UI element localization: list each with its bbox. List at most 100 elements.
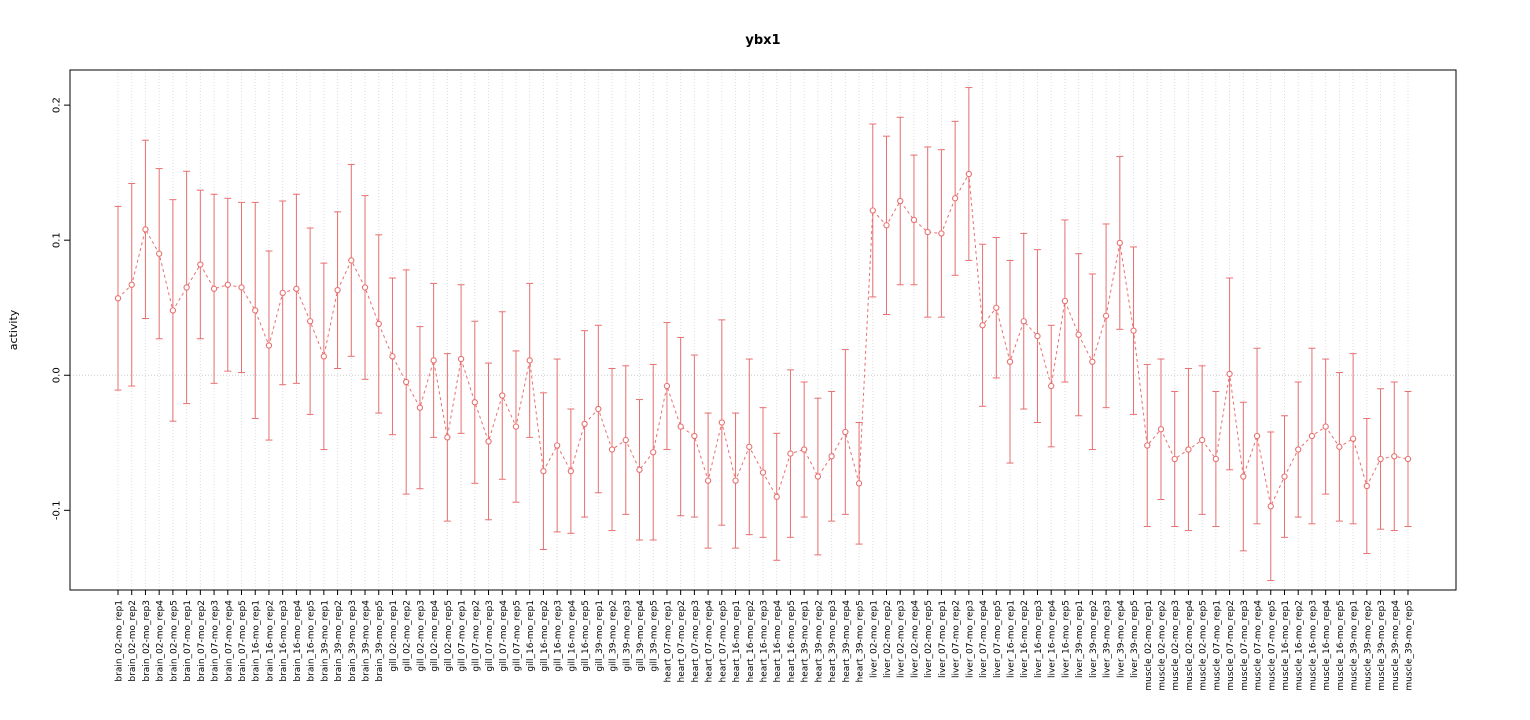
x-tick-label: muscle_02-mo_rep4 <box>1185 600 1195 691</box>
data-point <box>361 284 369 291</box>
data-point <box>553 442 561 449</box>
x-tick-label: gill_02-mo_rep1 <box>389 600 399 672</box>
x-tick-label: muscle_02-mo_rep2 <box>1157 600 1167 691</box>
x-tick-label: gill_02-mo_rep3 <box>416 600 426 672</box>
x-tick-label: liver_07-mo_rep5 <box>993 600 1003 678</box>
data-point <box>1116 239 1123 247</box>
data-point <box>252 307 259 314</box>
x-tick-label: liver_02-mo_rep2 <box>883 600 893 678</box>
data-point <box>471 399 478 406</box>
data-point <box>1295 446 1302 453</box>
x-tick-label: gill_39-mo_rep3 <box>622 600 632 672</box>
x-tick-label: muscle_07-mo_rep1 <box>1212 600 1222 691</box>
data-point <box>869 207 876 214</box>
x-tick-label: brain_02-mo_rep2 <box>128 600 138 682</box>
x-tick-label: muscle_39-mo_rep5 <box>1405 600 1415 691</box>
x-tick-label: brain_07-mo_rep3 <box>211 600 221 682</box>
data-point <box>512 423 520 430</box>
x-tick-label: muscle_07-mo_rep4 <box>1254 600 1264 691</box>
data-point <box>1391 453 1398 460</box>
data-point <box>608 446 616 453</box>
data-point <box>1253 432 1261 440</box>
x-tick-label: liver_02-mo_rep1 <box>869 600 879 678</box>
data-point <box>622 436 629 444</box>
data-point <box>416 404 424 411</box>
x-tick-label: liver_07-mo_rep4 <box>979 600 989 678</box>
data-point <box>636 466 643 473</box>
x-tick-label: heart_39-mo_rep2 <box>814 600 824 682</box>
data-point <box>1130 327 1137 334</box>
x-tick-label: brain_07-mo_rep4 <box>224 600 234 682</box>
data-point <box>320 353 328 360</box>
data-point <box>1048 382 1055 390</box>
x-tick-label: gill_07-mo_rep1 <box>458 600 468 672</box>
x-tick-label: liver_39-mo_rep2 <box>1089 600 1099 678</box>
x-tick-label: heart_39-mo_rep1 <box>801 600 811 682</box>
data-point <box>1308 432 1316 440</box>
x-tick-label: gill_16-mo_rep4 <box>567 600 577 672</box>
y-tick-label: -0.1 <box>52 501 63 521</box>
x-tick-label: gill_39-mo_rep4 <box>636 600 646 672</box>
data-point <box>142 226 149 233</box>
data-point <box>855 480 863 487</box>
data-point <box>1102 312 1110 319</box>
x-tick-label: gill_16-mo_rep2 <box>540 600 550 672</box>
data-point <box>403 378 410 386</box>
data-point <box>238 284 245 291</box>
x-tick-label: liver_16-mo_rep4 <box>1048 600 1058 678</box>
data-point <box>1061 297 1069 305</box>
data-point <box>951 195 959 202</box>
data-point <box>334 287 341 294</box>
data-point <box>128 281 135 288</box>
data-point <box>526 357 533 364</box>
data-point <box>1226 370 1233 378</box>
x-tick-label: gill_02-mo_rep4 <box>430 600 440 672</box>
x-tick-label: muscle_16-mo_rep1 <box>1281 600 1291 691</box>
data-point <box>924 228 931 236</box>
data-point <box>732 477 739 484</box>
x-tick-label: brain_07-mo_rep2 <box>197 600 207 682</box>
data-point <box>691 432 698 440</box>
data-point <box>306 318 314 325</box>
x-tick-label: liver_16-mo_rep2 <box>1020 600 1030 678</box>
x-tick-label: brain_39-mo_rep4 <box>362 600 372 682</box>
x-tick-label: brain_16-mo_rep5 <box>307 600 317 682</box>
data-point <box>787 450 794 457</box>
data-point <box>1377 455 1384 463</box>
data-point <box>759 469 767 476</box>
data-point <box>1006 358 1014 365</box>
data-point <box>1322 423 1329 430</box>
data-point <box>183 284 190 291</box>
x-tick-label: gill_07-mo_rep4 <box>499 600 509 672</box>
x-tick-label: gill_07-mo_rep5 <box>512 600 522 672</box>
x-tick-label: heart_16-mo_rep5 <box>787 600 797 682</box>
data-point <box>801 446 808 453</box>
data-point <box>1198 436 1206 444</box>
x-tick-label: heart_39-mo_rep4 <box>842 600 852 683</box>
y-tick-label: 0.1 <box>52 232 63 248</box>
x-tick-label: heart_07-mo_rep1 <box>663 600 673 682</box>
data-point <box>718 419 725 426</box>
x-tick-label: brain_02-mo_rep1 <box>115 600 125 682</box>
data-point <box>1281 473 1288 480</box>
data-point <box>444 434 451 441</box>
x-tick-label: muscle_39-mo_rep1 <box>1350 600 1360 691</box>
data-point <box>348 257 355 264</box>
data-point <box>910 216 918 224</box>
x-tick-label: gill_39-mo_rep2 <box>609 600 619 672</box>
x-tick-label: brain_02-mo_rep3 <box>142 600 152 682</box>
data-point <box>169 307 177 314</box>
data-point <box>938 230 945 237</box>
x-tick-label: brain_16-mo_rep4 <box>293 600 303 682</box>
x-tick-label: muscle_39-mo_rep3 <box>1377 600 1387 691</box>
x-tick-label: liver_07-mo_rep1 <box>938 600 948 678</box>
x-tick-label: liver_16-mo_rep3 <box>1034 600 1044 678</box>
x-tick-label: gill_39-mo_rep1 <box>595 600 605 672</box>
data-point <box>650 449 657 456</box>
x-tick-label: heart_07-mo_rep2 <box>677 600 687 682</box>
x-tick-label: muscle_39-mo_rep4 <box>1391 600 1401 691</box>
x-tick-label: muscle_39-mo_rep2 <box>1363 600 1373 691</box>
data-point <box>210 285 218 292</box>
